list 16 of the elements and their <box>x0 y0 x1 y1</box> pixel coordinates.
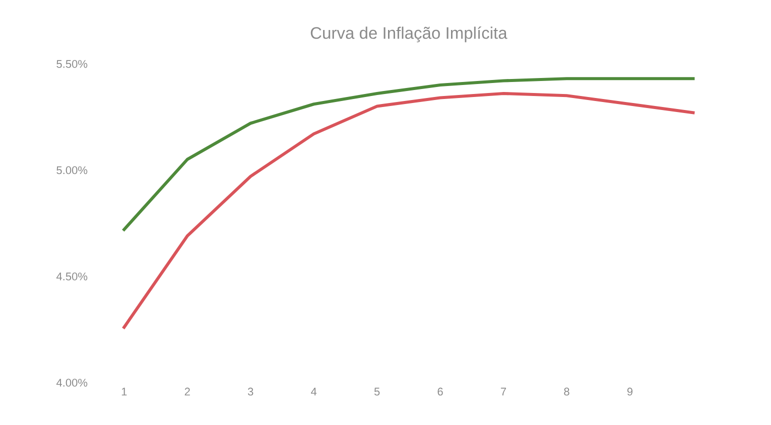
x-tick-label: 6 <box>438 388 443 396</box>
x-tick-label: 4 <box>310 388 317 396</box>
chart-title: Curva de Inflação Implícita <box>310 26 508 42</box>
x-tick-label: 9 <box>627 388 632 396</box>
y-tick-label: 4.50% <box>56 272 88 280</box>
x-tick-label: 1 <box>122 388 127 396</box>
x-tick-label: 5 <box>374 388 380 396</box>
y-tick-label: 4.00% <box>56 378 88 387</box>
x-tick-label: 7 <box>500 388 506 396</box>
x-tick-label: 3 <box>248 388 254 396</box>
y-tick-label: 5.00% <box>56 166 88 174</box>
x-tick-label: 2 <box>184 388 190 396</box>
y-tick-label: 5.50% <box>56 60 88 68</box>
line-series <box>122 77 695 232</box>
line-series <box>122 92 695 329</box>
x-tick-label: 8 <box>564 388 570 396</box>
